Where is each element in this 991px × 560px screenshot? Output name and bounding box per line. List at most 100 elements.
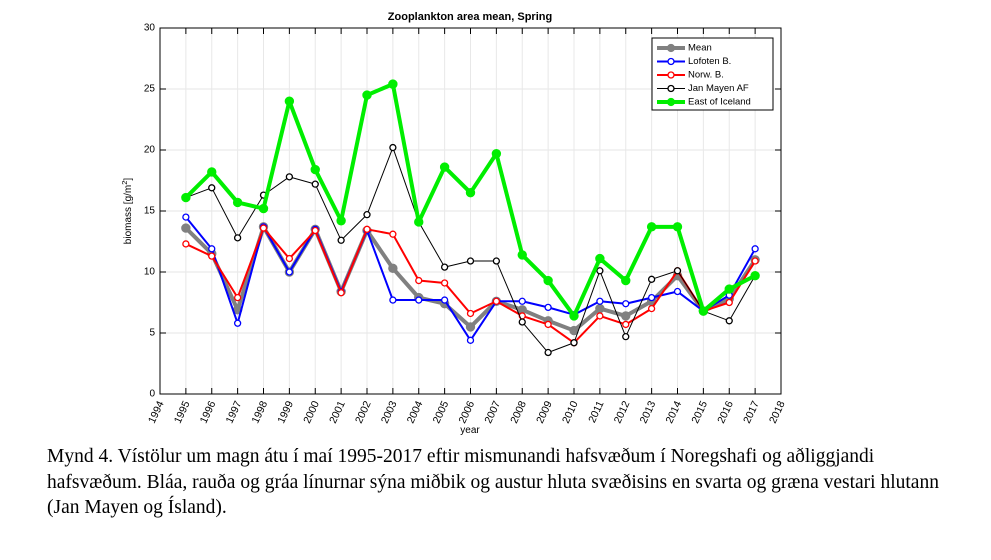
data-point <box>440 296 449 304</box>
x-tick-label: 2006 <box>456 399 477 425</box>
x-tick-label: 2003 <box>379 399 400 425</box>
legend-item-jan-mayen-af[interactable]: Jan Mayen AF <box>657 83 749 94</box>
y-tick-labels: 0 5 10 15 20 25 30 <box>144 23 156 400</box>
data-point <box>595 303 605 314</box>
x-tick-label: 2002 <box>353 399 374 425</box>
legend-item-norw-b[interactable]: Norw. B. <box>657 70 724 81</box>
y-axis-title: biomass [g/m2] <box>120 178 134 245</box>
data-point <box>596 267 604 275</box>
data-point <box>285 254 294 263</box>
data-point <box>414 217 424 227</box>
data-point <box>337 236 345 244</box>
data-point <box>517 250 527 260</box>
data-point <box>596 297 604 305</box>
data-point <box>518 297 526 305</box>
legend-marker <box>666 43 676 53</box>
data-point <box>310 164 320 175</box>
data-point <box>518 318 526 326</box>
data-point <box>672 222 683 232</box>
data-point <box>208 252 216 260</box>
data-point <box>622 300 630 308</box>
data-point <box>232 197 243 208</box>
data-point <box>544 348 552 357</box>
data-point <box>182 213 190 221</box>
legend-label: Jan Mayen AF <box>688 83 749 94</box>
data-point <box>284 96 295 106</box>
series-east-of-iceland <box>181 79 760 321</box>
data-point <box>233 234 242 242</box>
x-tick-label: 2014 <box>663 399 684 425</box>
data-point <box>750 270 760 281</box>
x-tick-label: 1998 <box>249 399 270 425</box>
data-point <box>440 279 449 287</box>
data-point <box>647 293 656 302</box>
data-point <box>622 320 630 329</box>
data-point <box>259 224 268 232</box>
data-point <box>595 253 605 264</box>
legend-marker <box>666 97 676 107</box>
data-point <box>311 226 319 235</box>
data-point <box>465 188 476 198</box>
y-axis-title-close: ] <box>123 178 134 181</box>
data-point <box>415 276 423 285</box>
x-tick-label: 2013 <box>638 399 659 425</box>
data-point <box>492 257 501 265</box>
x-axis-title: year <box>460 425 480 436</box>
data-point <box>544 320 552 329</box>
x-tick-label: 2017 <box>741 399 762 425</box>
x-tick-label: 2012 <box>612 399 633 425</box>
data-point <box>181 223 191 233</box>
data-point <box>388 79 398 89</box>
legend-item-east-of-iceland[interactable]: East of Iceland <box>657 97 751 108</box>
data-point <box>543 275 553 286</box>
legend-item-mean[interactable]: Mean <box>657 43 712 54</box>
x-tick-label: 2007 <box>482 399 503 425</box>
data-point <box>621 275 631 286</box>
data-point <box>466 309 475 318</box>
x-tick-labels: 1994 1995 1996 1997 1998 1999 2000 2001 2002 2003… <box>146 399 788 425</box>
y-tick-label: 0 <box>149 389 155 400</box>
y-tick-label: 5 <box>149 328 155 339</box>
data-point <box>389 143 397 152</box>
x-tick-label: 2005 <box>431 399 452 425</box>
x-tick-label: 2010 <box>560 399 581 425</box>
x-tick-label: 2016 <box>715 399 736 425</box>
x-tick-label: 2004 <box>405 399 426 425</box>
data-point <box>207 167 217 177</box>
data-point <box>751 245 759 253</box>
legend-label: Norw. B. <box>688 70 724 81</box>
legend-label: East of Iceland <box>688 97 751 108</box>
axis-ticks <box>159 27 782 395</box>
legend-item-lofoten-b[interactable]: Lofoten B. <box>657 56 731 67</box>
data-point <box>336 216 346 226</box>
legend-marker <box>667 57 675 66</box>
x-tick-label: 1995 <box>172 399 193 425</box>
y-axis-title-main: biomass [g/m <box>123 185 134 244</box>
data-point <box>181 192 191 203</box>
x-tick-label: 2015 <box>689 399 710 425</box>
data-point <box>182 240 190 248</box>
data-point <box>337 289 345 297</box>
data-point <box>621 311 631 321</box>
data-point <box>673 287 682 296</box>
data-point <box>233 293 242 302</box>
data-point <box>362 90 372 100</box>
data-point <box>492 297 501 305</box>
x-tick-label: 2008 <box>508 399 529 425</box>
x-tick-label: 2018 <box>767 399 788 425</box>
data-point <box>285 173 294 181</box>
data-point <box>673 267 682 275</box>
data-point <box>388 263 398 274</box>
data-point <box>208 184 216 192</box>
data-point <box>647 275 656 283</box>
chart-legend[interactable]: Mean Lofoten B. Norw. B. Jan Mayen AF East o… <box>651 37 774 111</box>
data-point <box>544 303 552 312</box>
data-point <box>208 245 216 253</box>
data-point <box>491 148 502 159</box>
data-point <box>415 296 423 304</box>
vertical-gridlines <box>185 28 756 394</box>
legend-label: Lofoten B. <box>688 56 731 67</box>
y-tick-label: 15 <box>144 206 156 217</box>
